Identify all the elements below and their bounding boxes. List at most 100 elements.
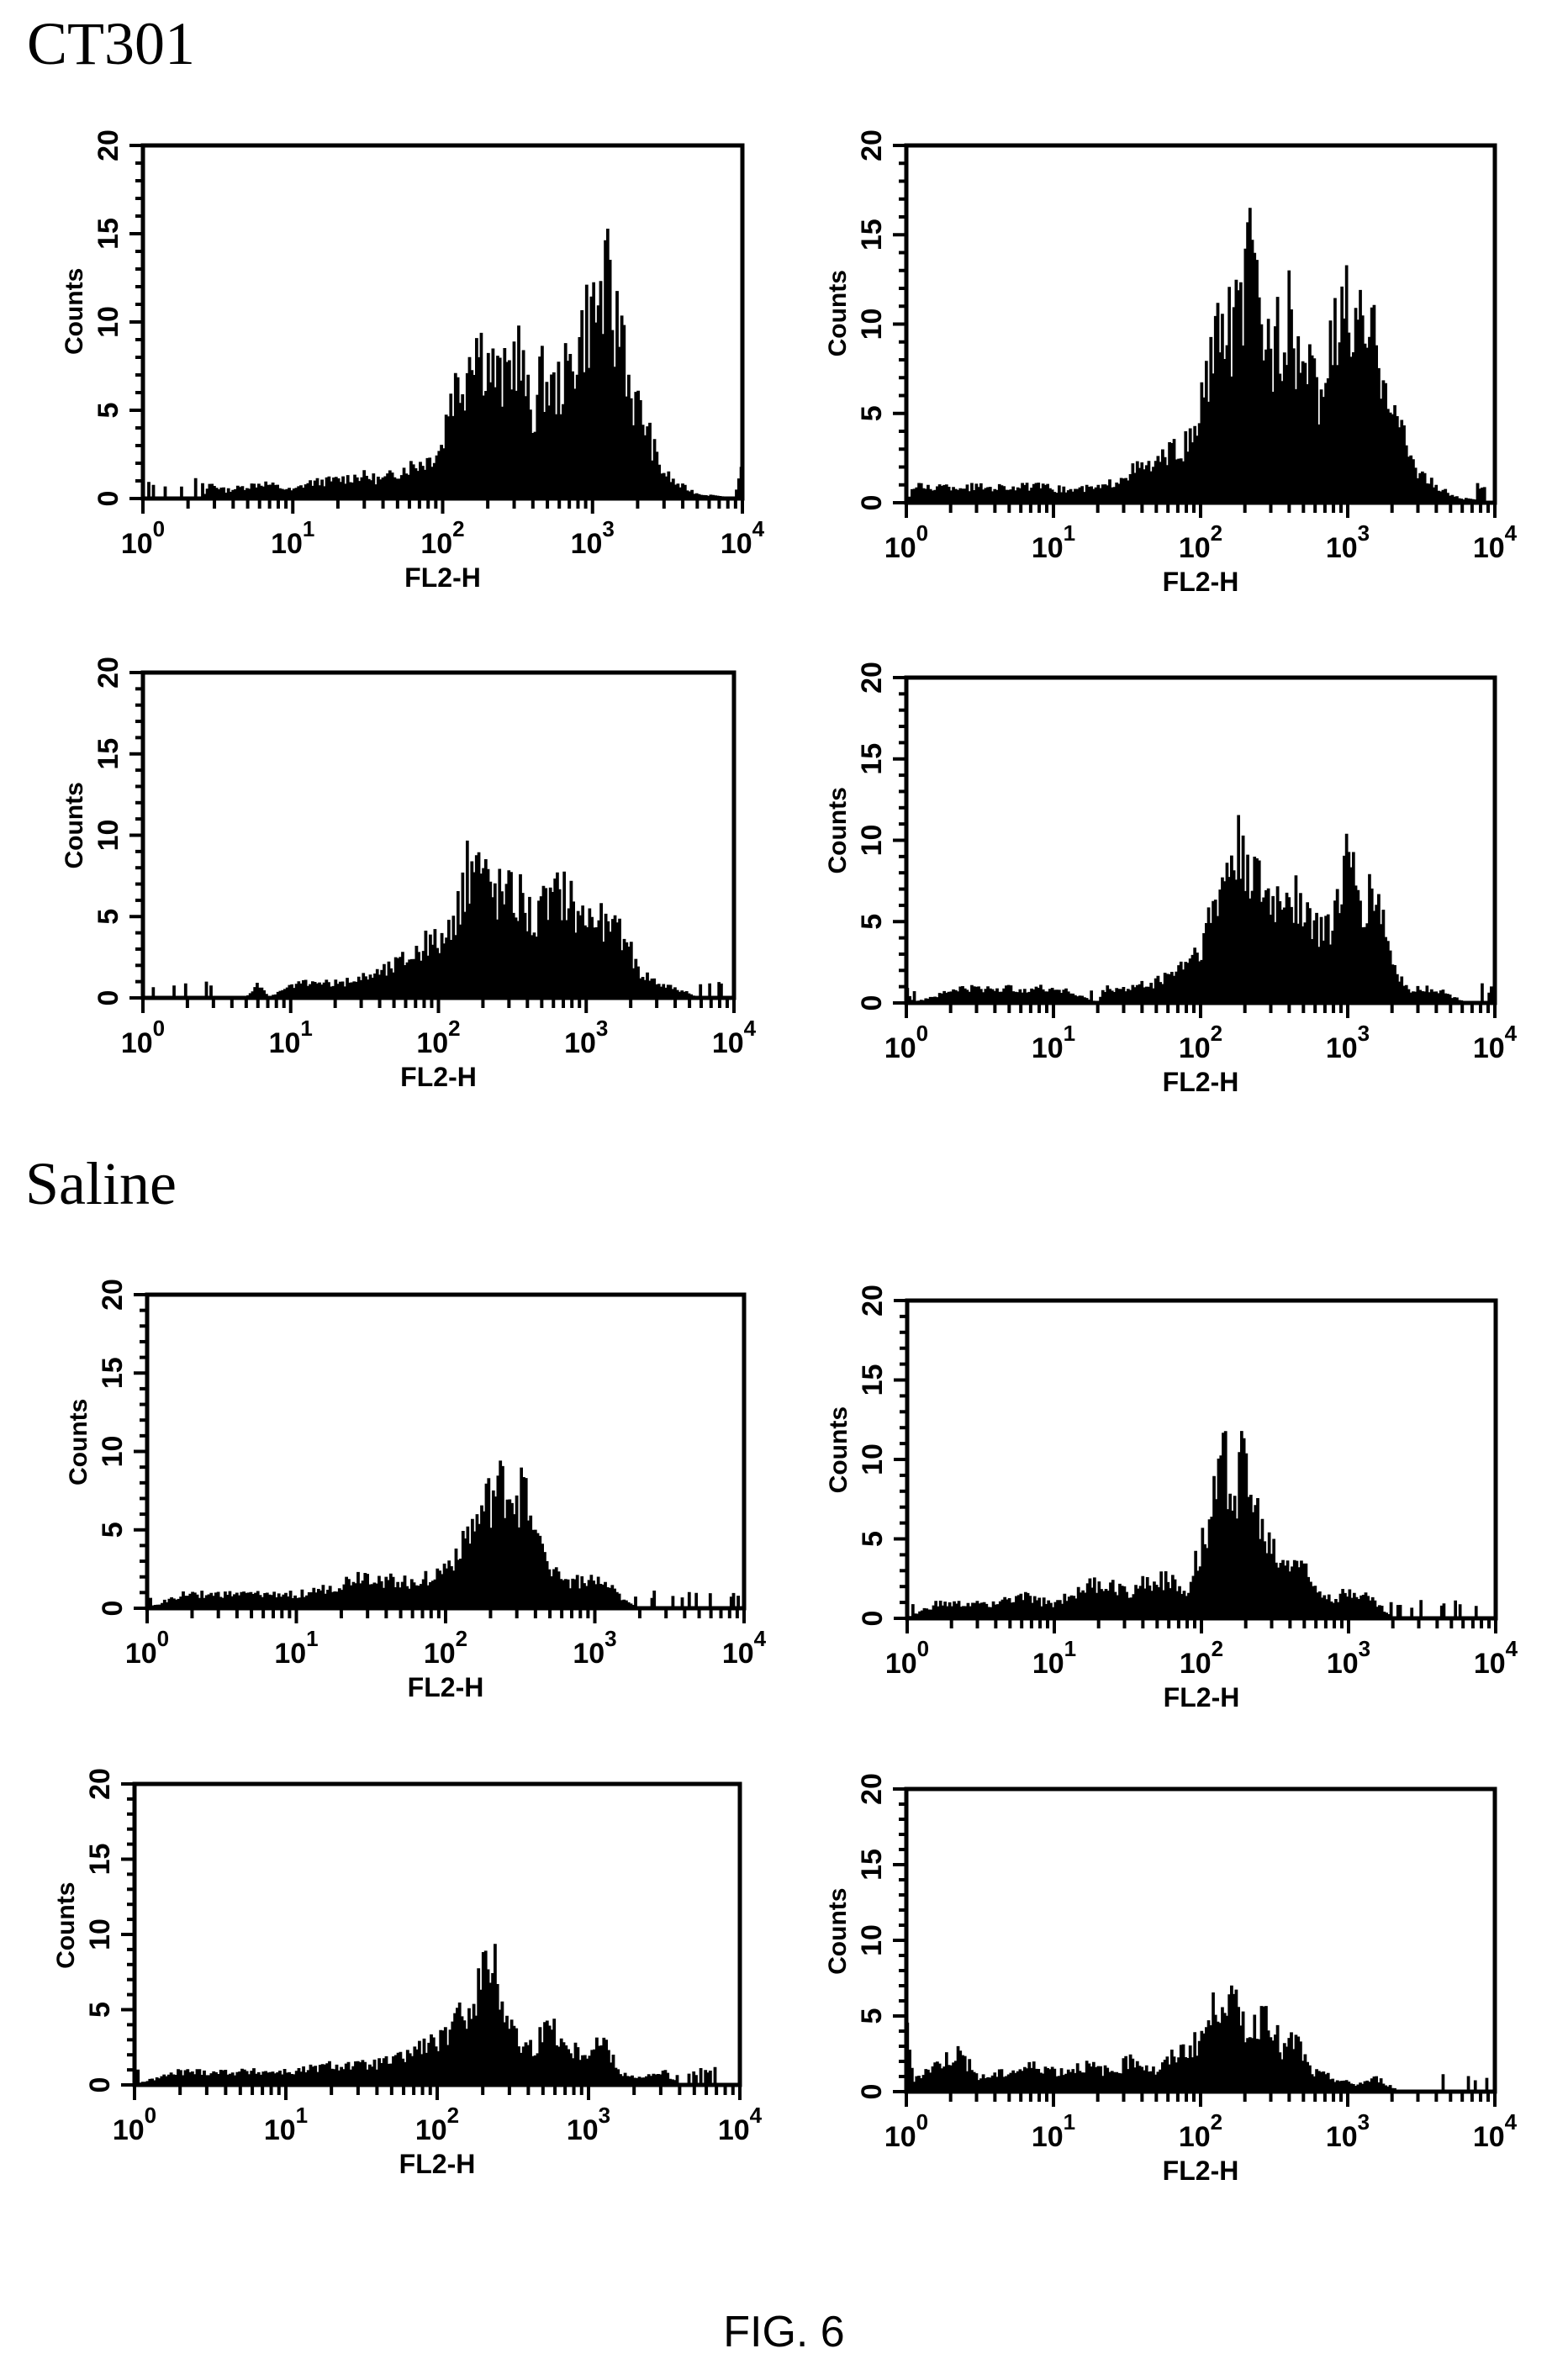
x-tick-label: 101 [271, 516, 314, 560]
y-tick-label: 10 [92, 820, 124, 852]
y-tick-label: 0 [92, 491, 124, 507]
x-tick-label: 103 [1326, 1021, 1370, 1064]
plot-frame [143, 673, 734, 998]
x-tick-label: 101 [1032, 2109, 1075, 2153]
y-tick-label: 15 [856, 743, 888, 775]
y-tick-label: 15 [92, 738, 124, 770]
histogram-fill [147, 1461, 744, 1608]
histogram-saline-4: 05101520Counts100101102103104FL2-H [0, 0, 1568, 2380]
y-tick-label: 10 [856, 309, 888, 340]
y-tick-label: 10 [856, 825, 888, 857]
y-tick-label: 10 [92, 306, 124, 338]
x-tick-label: 102 [1179, 520, 1222, 564]
y-tick-label: 5 [856, 405, 888, 421]
y-tick-label: 5 [857, 1531, 889, 1547]
x-axis-label: FL2-H [1163, 567, 1239, 597]
histogram-fill [143, 230, 742, 499]
x-tick-label: 104 [721, 516, 765, 560]
y-tick-label: 15 [856, 219, 888, 251]
y-axis-label: Counts [824, 1888, 852, 1975]
y-axis-label: Counts [65, 1399, 92, 1486]
y-axis-label: Counts [825, 1406, 853, 1493]
x-tick-label: 104 [1473, 1021, 1518, 1064]
x-tick-label: 102 [424, 1626, 467, 1670]
histogram-saline-3: 05101520Counts100101102103104FL2-H [0, 0, 1568, 2380]
y-tick-label: 15 [857, 1364, 889, 1396]
x-tick-label: 100 [884, 1021, 928, 1064]
y-axis-label: Counts [52, 1882, 80, 1969]
y-tick-label: 10 [857, 1443, 889, 1475]
x-tick-label: 100 [884, 520, 928, 564]
x-tick-label: 103 [573, 1626, 616, 1670]
y-tick-label: 15 [92, 218, 124, 250]
histogram-fill [906, 1986, 1495, 2092]
y-tick-label: 5 [92, 909, 124, 925]
x-tick-label: 104 [1473, 2109, 1518, 2153]
x-tick-label: 104 [722, 1626, 767, 1670]
x-tick-label: 102 [1180, 1636, 1223, 1680]
x-tick-label: 102 [1179, 2109, 1222, 2153]
x-axis-label: FL2-H [1163, 2156, 1239, 2186]
y-tick-label: 20 [92, 657, 124, 689]
y-tick-label: 5 [856, 914, 888, 930]
x-axis-label: FL2-H [400, 1062, 477, 1092]
y-tick-label: 0 [857, 1611, 889, 1627]
x-axis-label: FL2-H [404, 562, 481, 593]
group-title-ct301: CT301 [27, 13, 195, 74]
x-tick-label: 100 [121, 1016, 165, 1059]
x-tick-label: 103 [564, 1016, 608, 1059]
plot-frame [906, 1789, 1495, 2092]
histogram-fill [143, 841, 734, 998]
histogram-saline-1: 05101520Counts100101102103104FL2-H [0, 0, 1568, 2380]
y-tick-label: 15 [856, 1849, 888, 1881]
histogram-ct301-4: 05101520Counts100101102103104FL2-H [0, 0, 1568, 2380]
y-tick-label: 0 [84, 2077, 116, 2093]
x-tick-label: 100 [125, 1626, 169, 1670]
y-tick-label: 0 [856, 2084, 888, 2100]
y-axis-label: Counts [824, 270, 852, 356]
x-tick-label: 103 [1327, 1636, 1370, 1680]
y-tick-label: 5 [84, 2002, 116, 2018]
x-tick-label: 103 [571, 516, 615, 560]
plot-frame [147, 1295, 744, 1608]
x-tick-label: 103 [567, 2103, 610, 2146]
x-tick-label: 101 [1032, 1021, 1075, 1064]
x-tick-label: 103 [1326, 520, 1370, 564]
x-tick-label: 102 [1179, 1021, 1222, 1064]
figure-caption: FIG. 6 [0, 2310, 1568, 2354]
histogram-ct301-3: 05101520Counts100101102103104FL2-H [0, 0, 1568, 2380]
y-tick-label: 10 [97, 1436, 129, 1468]
y-tick-label: 0 [856, 995, 888, 1011]
y-tick-label: 15 [84, 1844, 116, 1876]
x-tick-label: 101 [269, 1016, 313, 1059]
y-tick-label: 5 [92, 403, 124, 419]
y-axis-label: Counts [824, 787, 852, 873]
plot-frame [906, 678, 1495, 1003]
y-tick-label: 0 [856, 495, 888, 511]
y-axis-label: Counts [61, 268, 88, 355]
group-title-saline: Saline [25, 1153, 177, 1214]
y-tick-label: 15 [97, 1357, 129, 1389]
x-tick-label: 102 [420, 516, 464, 560]
x-tick-label: 104 [712, 1016, 757, 1059]
x-tick-label: 102 [415, 2103, 459, 2146]
x-tick-label: 101 [1032, 520, 1075, 564]
x-tick-label: 101 [1032, 1636, 1076, 1680]
x-axis-label: FL2-H [399, 2149, 476, 2179]
histogram-ct301-2: 05101520Counts100101102103104FL2-H [0, 0, 1568, 2380]
x-tick-label: 102 [416, 1016, 460, 1059]
x-tick-label: 104 [1473, 520, 1518, 564]
plot-frame [135, 1784, 740, 2085]
y-tick-label: 10 [84, 1918, 116, 1950]
y-tick-label: 10 [856, 1924, 888, 1956]
histogram-fill [906, 208, 1495, 503]
y-tick-label: 0 [92, 990, 124, 1006]
y-tick-label: 5 [856, 2008, 888, 2024]
y-tick-label: 20 [856, 662, 888, 694]
plot-frame [907, 1301, 1496, 1618]
x-axis-label: FL2-H [1163, 1067, 1239, 1097]
histogram-fill [906, 815, 1495, 1003]
y-tick-label: 20 [84, 1768, 116, 1800]
x-tick-label: 100 [884, 2109, 928, 2153]
x-tick-label: 100 [885, 1636, 929, 1680]
